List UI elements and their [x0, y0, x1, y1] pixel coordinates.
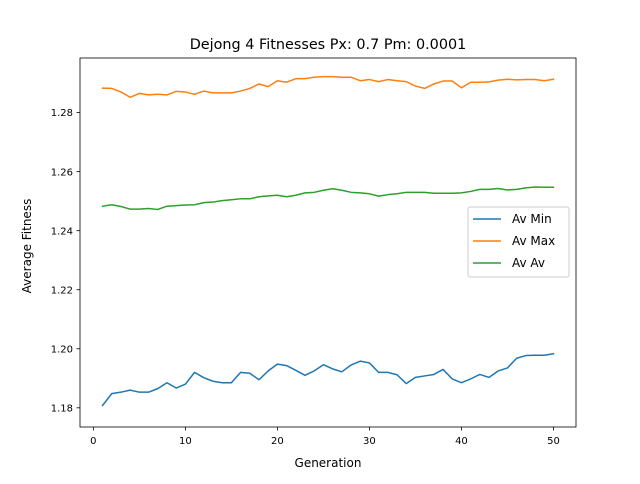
- x-tick-label: 0: [90, 436, 96, 447]
- series-line-av-av: [101, 186, 555, 211]
- legend-label-av-min: Av Min: [512, 212, 552, 226]
- y-tick-label: 1.26: [51, 167, 73, 178]
- series-line-av-min: [101, 352, 555, 407]
- chart-title: Dejong 4 Fitnesses Px: 0.7 Pm: 0.0001: [190, 37, 467, 53]
- legend-label-av-av: Av Av: [512, 256, 545, 270]
- x-axis-label: Generation: [295, 456, 362, 470]
- x-tick-label: 30: [363, 436, 376, 447]
- axes-frame: [79, 57, 577, 428]
- y-tick-label: 1.20: [51, 344, 73, 355]
- y-axis-label: Average Fitness: [20, 199, 34, 294]
- x-tick-label: 10: [179, 436, 192, 447]
- legend: Av Min Av Max Av Av: [467, 206, 570, 278]
- x-tick-label: 40: [455, 436, 468, 447]
- y-tick-label: 1.28: [51, 108, 73, 119]
- legend-label-av-max: Av Max: [512, 234, 555, 248]
- plot-area: 0 10 20 30 40 50 1.18 1.20 1.22 1.24 1.26 1.28: [51, 57, 577, 447]
- y-tick-label: 1.24: [51, 226, 73, 237]
- y-tick-label: 1.18: [51, 403, 73, 414]
- legend-box: [467, 206, 570, 278]
- x-tick-label: 50: [547, 436, 560, 447]
- x-tick-label: 20: [271, 436, 284, 447]
- series-line-av-max: [101, 75, 555, 99]
- y-tick-label: 1.22: [51, 285, 73, 296]
